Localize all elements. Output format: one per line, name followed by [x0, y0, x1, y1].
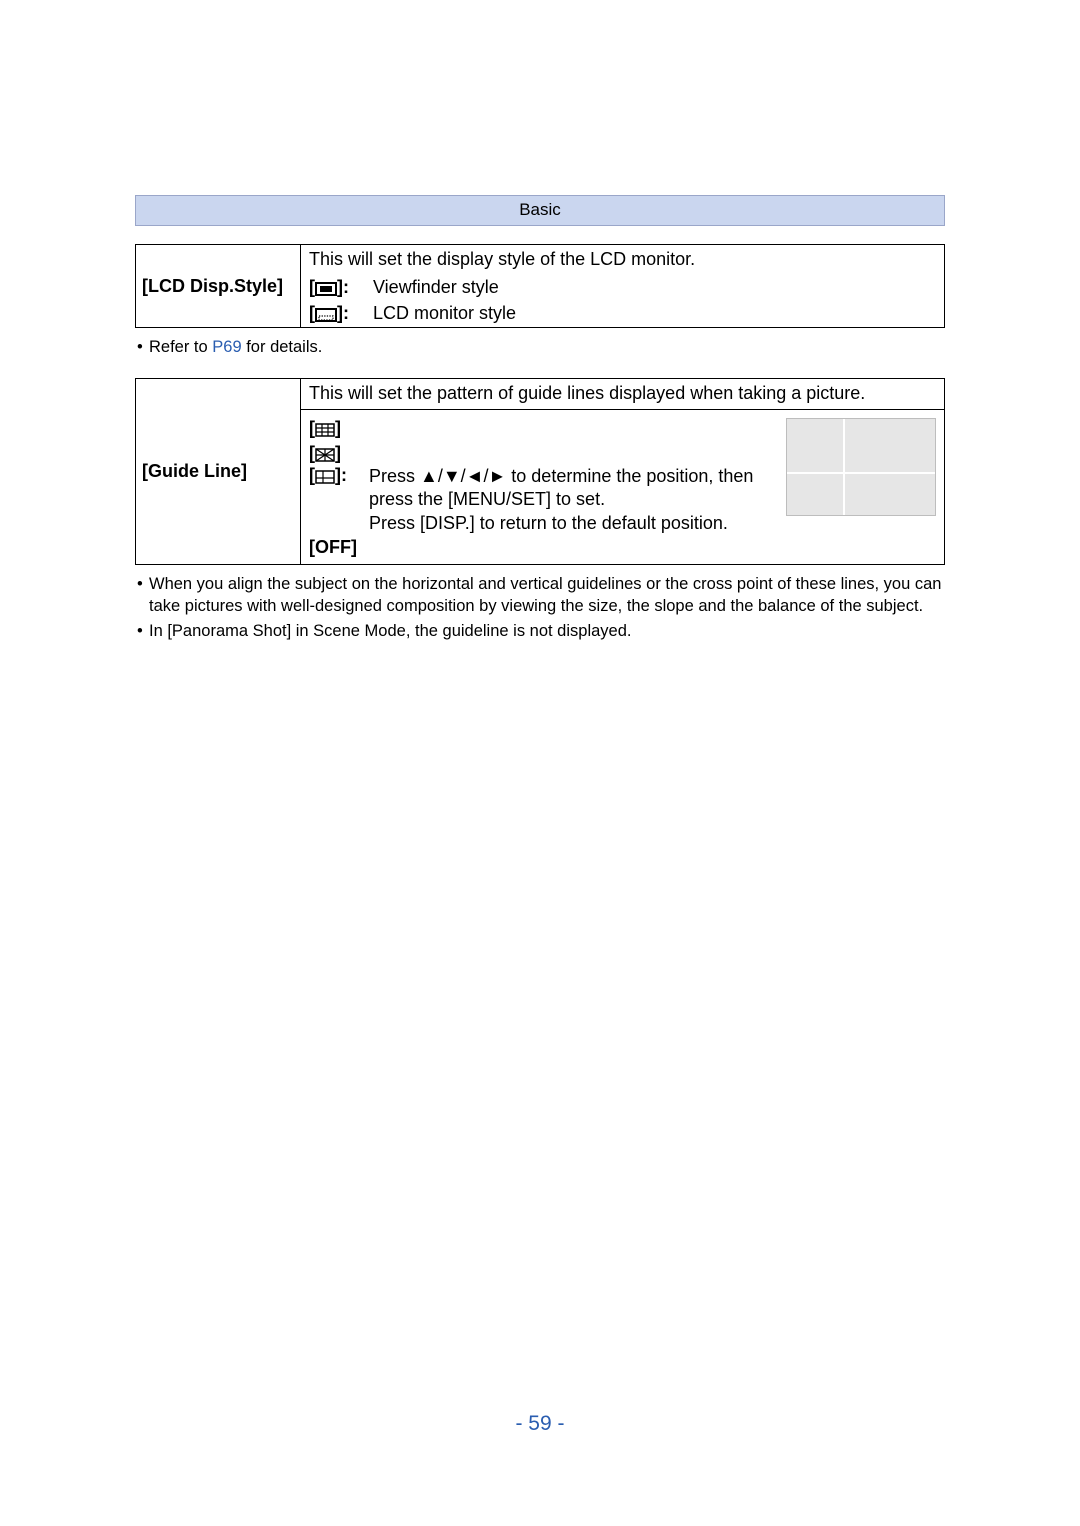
- guide-line-label: [Guide Line]: [136, 379, 301, 565]
- lcd-option-row: []: LCD monitor style: [301, 301, 944, 327]
- guide-intro: This will set the pattern of guide lines…: [301, 379, 944, 410]
- lcd-intro: This will set the display style of the L…: [301, 245, 944, 275]
- guide-option3-desc: Press ▲/▼/◄/► to determine the position,…: [369, 465, 774, 535]
- guide-line-body: This will set the pattern of guide lines…: [301, 379, 945, 565]
- diagonal-grid-icon: []: [309, 441, 774, 465]
- note-prefix: Refer to: [149, 338, 212, 356]
- guide-preview-thumbnail: [786, 418, 936, 516]
- p69-link[interactable]: P69: [212, 338, 241, 356]
- guide-off-label: [OFF]: [309, 537, 774, 558]
- guide-line-table: [Guide Line] This will set the pattern o…: [135, 378, 945, 565]
- note-suffix: for details.: [242, 338, 323, 356]
- lcd-monitor-style-icon: []:: [301, 301, 373, 327]
- grid-3x3-icon: []: [309, 416, 774, 440]
- viewfinder-style-icon: []:: [301, 275, 373, 301]
- lcd-disp-style-body: This will set the display style of the L…: [301, 245, 945, 328]
- movable-grid-icon: []:: [309, 465, 369, 535]
- bullet-dot: •: [137, 620, 149, 642]
- lcd-option-label: Viewfinder style: [373, 275, 944, 301]
- bullet-dot: •: [137, 336, 149, 358]
- page-number: - 59 -: [0, 1412, 1080, 1436]
- lcd-note-text: Refer to P69 for details.: [149, 336, 943, 358]
- section-header: Basic: [135, 195, 945, 226]
- bullet-dot: •: [137, 573, 149, 618]
- page: Basic [LCD Disp.Style] This will set the…: [0, 0, 1080, 1526]
- guide-notes: • When you align the subject on the hori…: [135, 573, 945, 642]
- lcd-disp-style-label: [LCD Disp.Style]: [136, 245, 301, 328]
- lcd-note: • Refer to P69 for details.: [135, 336, 945, 358]
- press-second: Press [DISP.] to return to the default p…: [369, 513, 728, 533]
- guide-note-2: In [Panorama Shot] in Scene Mode, the gu…: [149, 620, 943, 642]
- lcd-option-label: LCD monitor style: [373, 301, 944, 327]
- press-prefix: Press: [369, 466, 420, 486]
- guide-note-1: When you align the subject on the horizo…: [149, 573, 943, 618]
- lcd-option-row: []: Viewfinder style: [301, 275, 944, 301]
- lcd-disp-style-table: [LCD Disp.Style] This will set the displ…: [135, 244, 945, 328]
- arrow-keys-icon: ▲/▼/◄/►: [420, 466, 506, 486]
